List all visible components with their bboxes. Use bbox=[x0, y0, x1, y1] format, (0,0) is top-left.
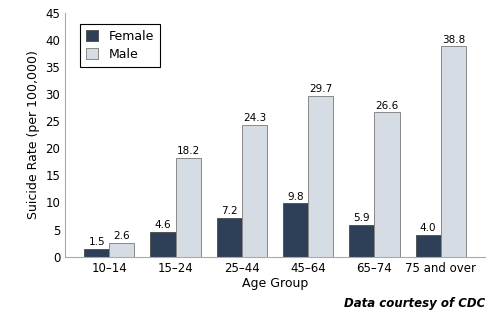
Text: 2.6: 2.6 bbox=[114, 231, 130, 241]
Text: 9.8: 9.8 bbox=[287, 192, 304, 202]
Bar bbox=[283, 203, 308, 257]
Bar bbox=[84, 249, 110, 257]
Legend: Female, Male: Female, Male bbox=[80, 24, 160, 67]
Text: 26.6: 26.6 bbox=[376, 101, 398, 111]
Bar bbox=[242, 125, 267, 257]
Bar bbox=[110, 243, 134, 257]
Y-axis label: Suicide Rate (per 100,000): Suicide Rate (per 100,000) bbox=[26, 50, 40, 219]
Text: 24.3: 24.3 bbox=[243, 113, 266, 123]
Text: 1.5: 1.5 bbox=[88, 237, 105, 247]
Bar bbox=[440, 46, 466, 257]
Text: 7.2: 7.2 bbox=[221, 206, 238, 216]
Text: 4.6: 4.6 bbox=[154, 220, 172, 230]
Bar bbox=[216, 218, 242, 257]
Bar bbox=[416, 235, 440, 257]
Bar bbox=[308, 95, 334, 257]
Bar bbox=[150, 232, 176, 257]
Text: 29.7: 29.7 bbox=[309, 84, 332, 94]
Text: 5.9: 5.9 bbox=[354, 213, 370, 223]
Text: 18.2: 18.2 bbox=[176, 146, 200, 156]
Text: Data courtesy of CDC: Data courtesy of CDC bbox=[344, 297, 485, 310]
Bar bbox=[176, 158, 201, 257]
Bar bbox=[374, 112, 400, 257]
X-axis label: Age Group: Age Group bbox=[242, 277, 308, 290]
Text: 38.8: 38.8 bbox=[442, 34, 465, 44]
Bar bbox=[349, 225, 374, 257]
Text: 4.0: 4.0 bbox=[420, 223, 436, 233]
